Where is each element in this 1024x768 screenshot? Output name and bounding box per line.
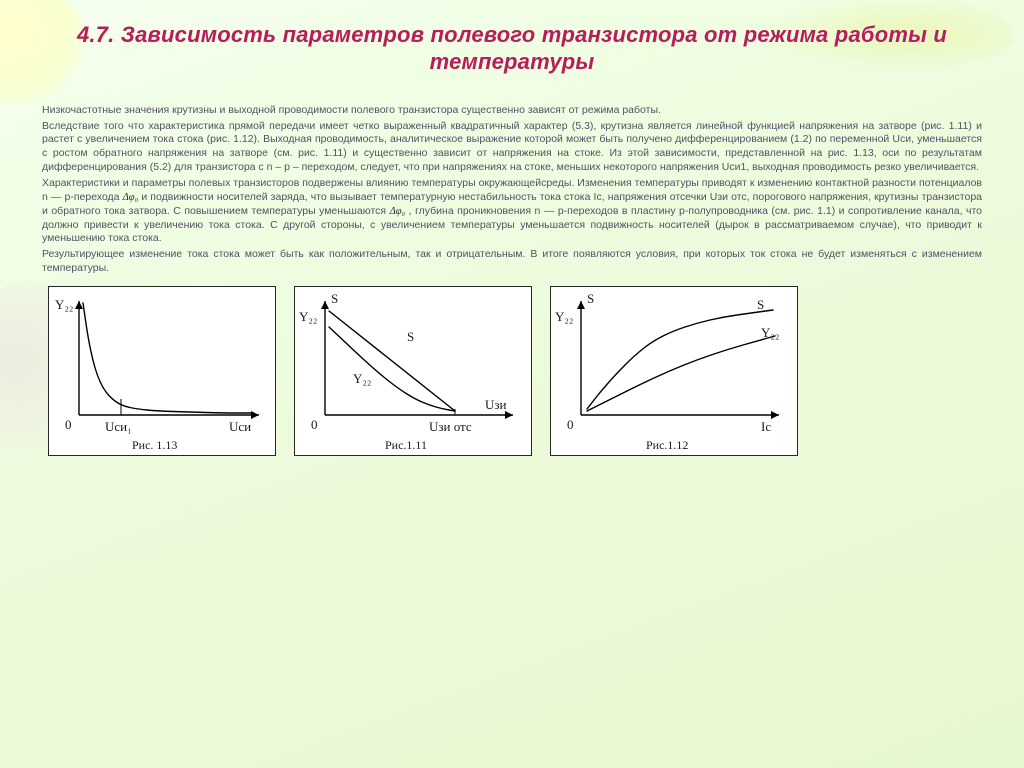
symbol-delta-phi-1: Δφ₀	[123, 192, 139, 203]
svg-text:Рис.1.12: Рис.1.12	[646, 438, 688, 452]
svg-text:Рис. 1.13: Рис. 1.13	[132, 438, 177, 452]
svg-text:S: S	[331, 291, 338, 306]
svg-text:Рис.1.11: Рис.1.11	[385, 438, 427, 452]
svg-text:0: 0	[567, 417, 574, 432]
paragraph-1: Низкочастотные значения крутизны и выход…	[42, 104, 982, 118]
body-text: Низкочастотные значения крутизны и выход…	[42, 104, 982, 276]
svg-text:S: S	[757, 297, 764, 312]
charts-row: Y₂₂ 0 Uси₁ Uси Рис. 1.13 S Y₂₂ S Y₂₂ 0 Uзи Uзи отс…	[42, 286, 982, 456]
paragraph-3: Характеристики и параметры полевых транз…	[42, 177, 982, 246]
chart-1-12: S Y₂₂ 0 Ic S Y₂₂ Рис.1.12	[550, 286, 798, 456]
svg-text:Y₂₂: Y₂₂	[555, 309, 573, 324]
svg-text:Y₂₂: Y₂₂	[761, 325, 779, 340]
chart-1-13: Y₂₂ 0 Uси₁ Uси Рис. 1.13	[48, 286, 276, 456]
svg-text:Ic: Ic	[761, 419, 771, 434]
page-title: 4.7. Зависимость параметров полевого тра…	[62, 22, 962, 76]
svg-text:Y₂₂: Y₂₂	[299, 309, 317, 324]
paragraph-2: Вследствие того что характеристика прямо…	[42, 120, 982, 175]
svg-text:Uзи отс: Uзи отс	[429, 419, 472, 434]
chart-1-11: S Y₂₂ S Y₂₂ 0 Uзи Uзи отсРис.1.11	[294, 286, 532, 456]
svg-text:Uси₁: Uси₁	[105, 419, 132, 434]
svg-text:S: S	[587, 291, 594, 306]
svg-text:Y₂₂: Y₂₂	[353, 371, 371, 386]
svg-text:Uси: Uси	[229, 419, 251, 434]
svg-text:0: 0	[311, 417, 318, 432]
svg-text:0: 0	[65, 417, 72, 432]
paragraph-4: Результирующее изменение тока стока може…	[42, 248, 982, 276]
svg-text:Uзи: Uзи	[485, 397, 507, 412]
svg-text:Y₂₂: Y₂₂	[55, 297, 73, 312]
symbol-delta-phi-2: Δφ₀	[390, 206, 406, 217]
svg-text:S: S	[407, 329, 414, 344]
